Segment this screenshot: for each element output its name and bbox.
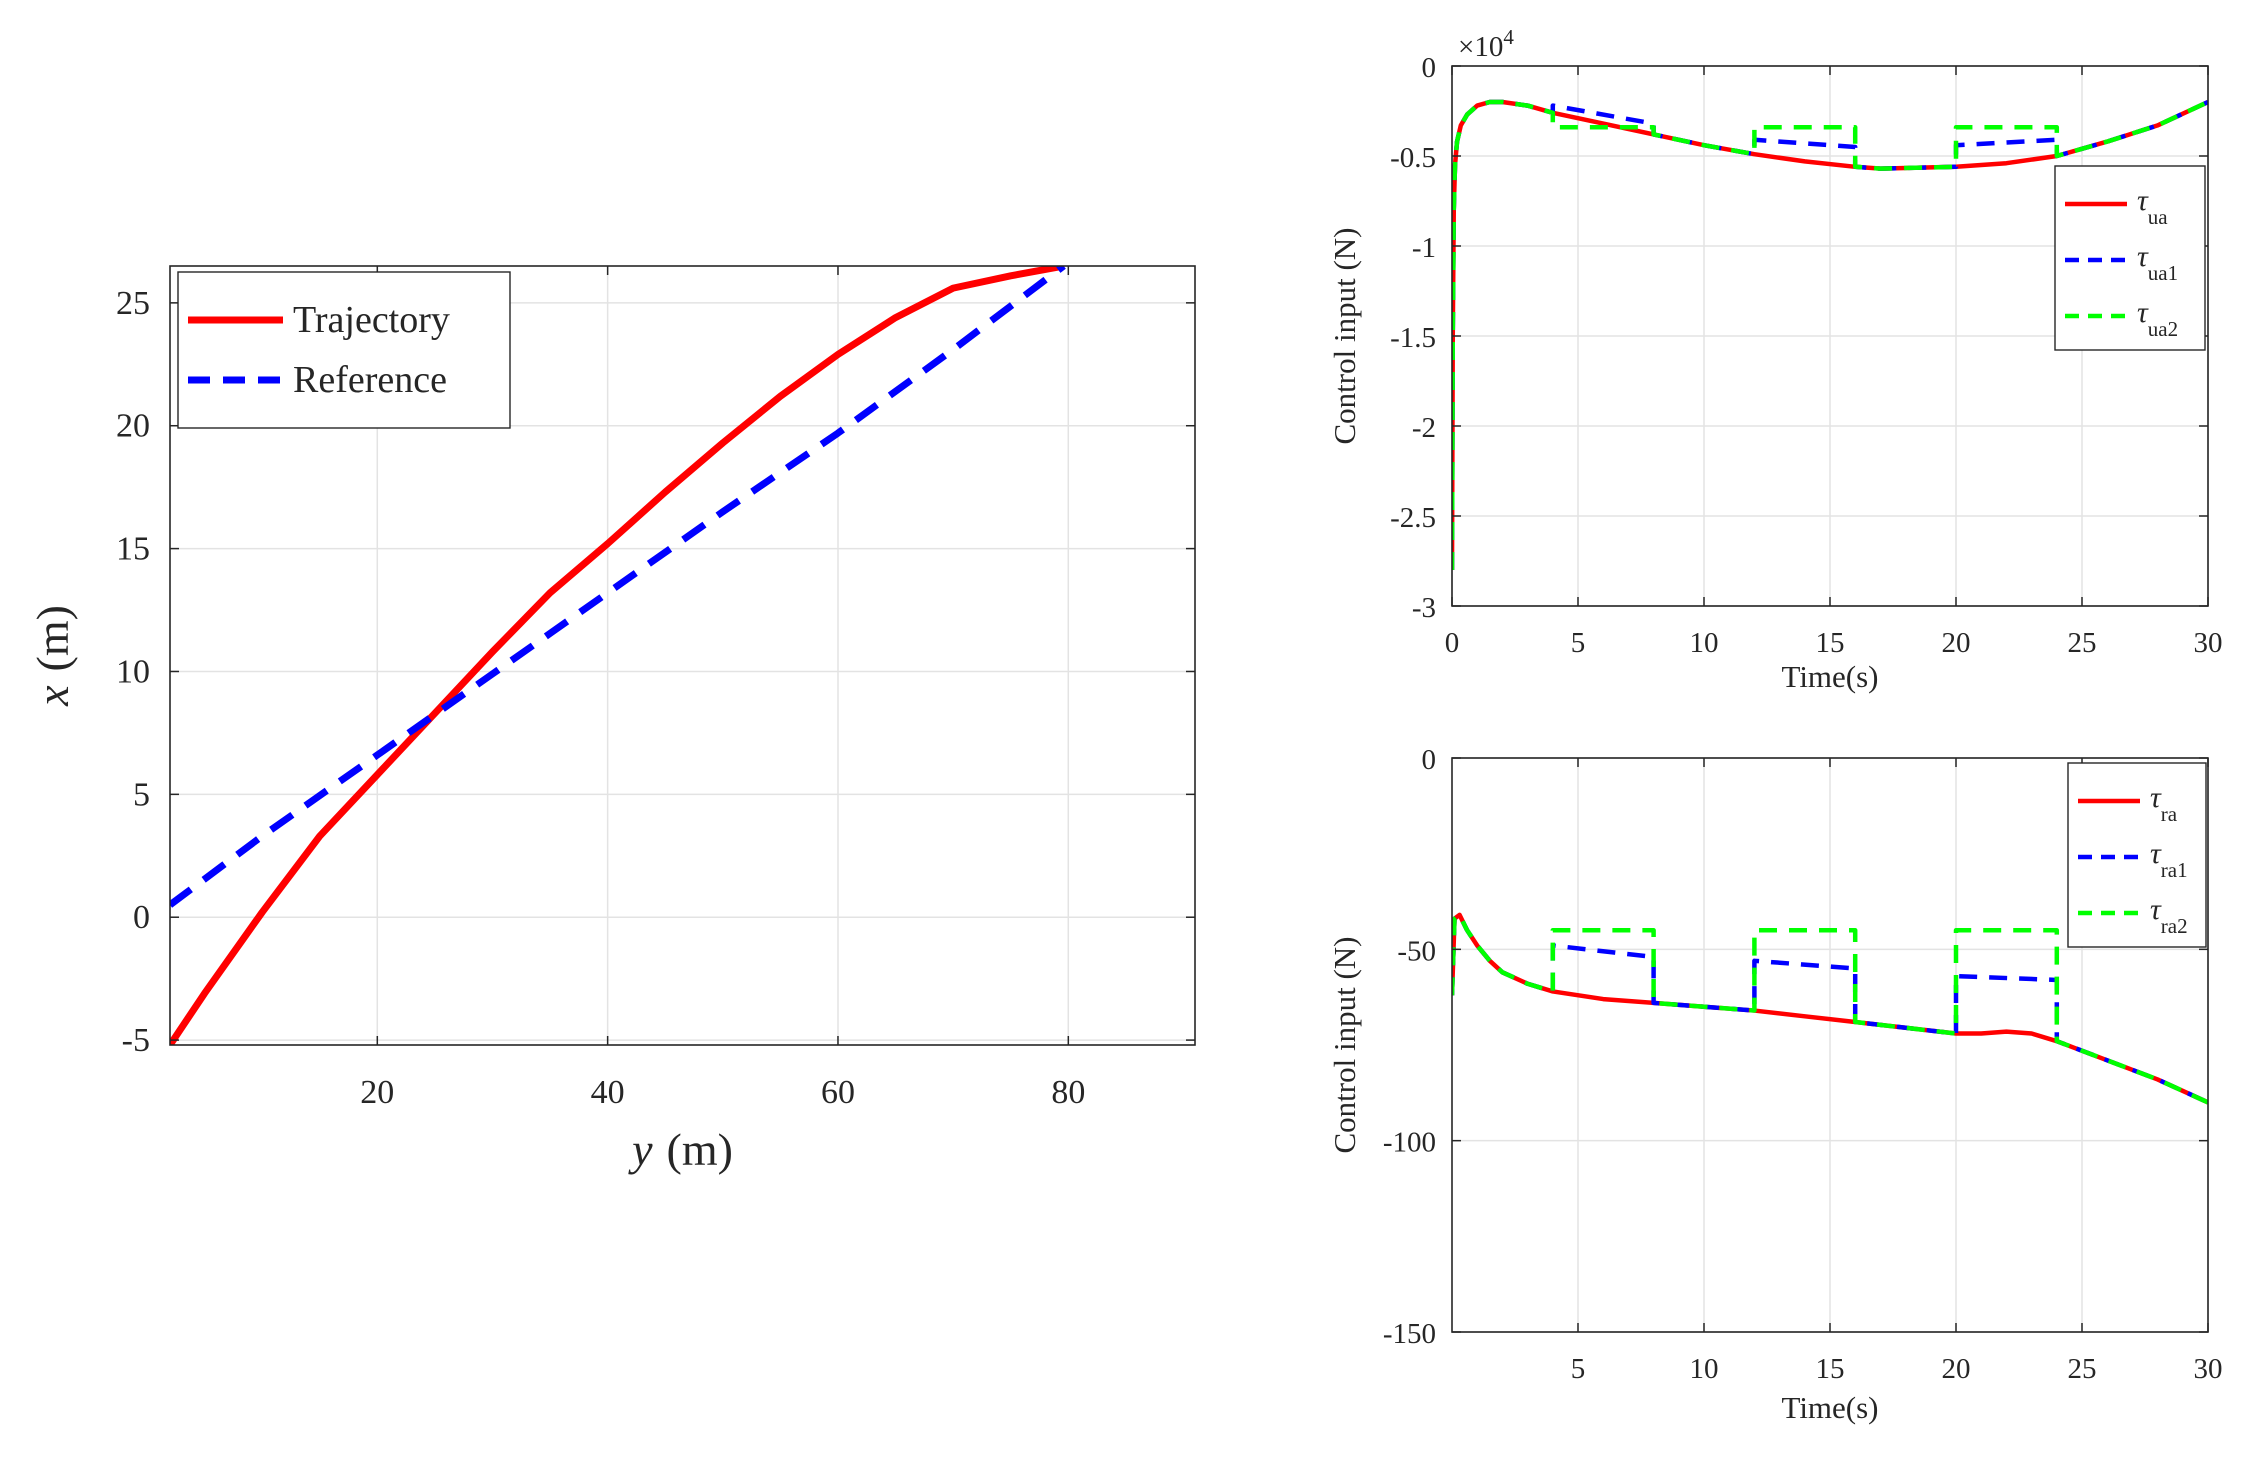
y-tick-label: 0 xyxy=(1422,52,1437,84)
series-line-ra2 xyxy=(1452,912,2208,1105)
legend-label: τua2 xyxy=(2137,296,2178,341)
series-group xyxy=(1452,912,2208,1105)
x-tick-label: 10 xyxy=(1690,1353,1719,1385)
legend-label: τra xyxy=(2150,781,2178,826)
y-tick-label: 20 xyxy=(116,408,150,445)
trajectory-panel: 20 40 60 80 -5 0 5 10 15 20 25 y (m) x(m) Trajectory Re… xyxy=(27,265,1196,1175)
y-tick-label: -2 xyxy=(1412,412,1436,444)
x-tick-label: 30 xyxy=(2194,1353,2223,1385)
axes-frame xyxy=(169,265,1196,1046)
y-tick-label: -1 xyxy=(1412,232,1436,264)
y-tick-label: -5 xyxy=(122,1022,150,1059)
y-tick-label: 0 xyxy=(133,899,150,936)
x-tick-label: 20 xyxy=(1942,627,1971,659)
x-tick-label: 0 xyxy=(1445,627,1460,659)
x-axis-label: Time(s) xyxy=(1781,1390,1878,1425)
y-tick-label: -1.5 xyxy=(1390,322,1436,354)
x-axis-label: y (m) xyxy=(628,1124,733,1175)
x-tick-label: 60 xyxy=(821,1074,855,1111)
x-tick-label: 20 xyxy=(1942,1353,1971,1385)
y-axis-label: Control input (N) xyxy=(1327,228,1362,445)
y-tick-label: -2.5 xyxy=(1390,502,1436,534)
y-tick-label: -0.5 xyxy=(1390,142,1436,174)
legend-label: τra2 xyxy=(2150,893,2188,938)
legend-label: τra1 xyxy=(2150,837,2188,882)
y-tick-label: 0 xyxy=(1422,744,1437,776)
x-tick-label: 20 xyxy=(360,1074,394,1111)
x-tick-label: 30 xyxy=(2194,627,2223,659)
series-line-trajectory xyxy=(170,266,1065,1045)
legend-box xyxy=(177,271,511,429)
series-group xyxy=(1452,99,2208,571)
exponent-label: ×104 xyxy=(1458,25,1514,63)
legend-box xyxy=(2054,165,2206,351)
x-tick-label: 10 xyxy=(1690,627,1719,659)
y-axis-label: x(m) xyxy=(27,605,78,707)
y-axis-label: Control input (N) xyxy=(1327,937,1362,1154)
series-line-ua2 xyxy=(1452,99,2208,571)
legend: τua τua1 τua2 xyxy=(2054,165,2206,351)
x-axis-label: Time(s) xyxy=(1781,659,1878,694)
x-tick-label: 15 xyxy=(1816,627,1845,659)
y-tick-label: -3 xyxy=(1412,592,1436,624)
series-group xyxy=(170,266,1066,1045)
legend-label: τua1 xyxy=(2137,240,2178,285)
x-tick-label: 40 xyxy=(591,1074,625,1111)
y-tick-label: 25 xyxy=(116,285,150,322)
surge-input-panel: 0 5 10 15 20 25 30 0 -0.5 -1 -1.5 -2 -2.5 -3 Time(s) Co… xyxy=(1327,25,2223,694)
yaw-input-panel: 5 10 15 20 25 30 0 -50 -100 -150 Time(s) Control in… xyxy=(1327,744,2223,1425)
x-tick-label: 5 xyxy=(1571,627,1586,659)
legend: τra τra1 τra2 xyxy=(2067,762,2207,948)
x-tick-label: 15 xyxy=(1816,1353,1845,1385)
legend: Trajectory Reference xyxy=(177,271,511,429)
y-tick-label: -150 xyxy=(1383,1318,1436,1350)
x-tick-label: 80 xyxy=(1051,1074,1085,1111)
y-tick-label: -100 xyxy=(1383,1127,1436,1159)
x-tick-label: 5 xyxy=(1571,1353,1586,1385)
y-tick-label: 10 xyxy=(116,653,150,690)
y-tick-label: -50 xyxy=(1397,935,1436,967)
y-tick-label: 15 xyxy=(116,531,150,568)
legend-label: τua xyxy=(2137,184,2168,229)
y-tick-label: 5 xyxy=(133,776,150,813)
legend-label: Reference xyxy=(293,359,447,401)
x-tick-label: 25 xyxy=(2068,627,2097,659)
legend-label: Trajectory xyxy=(293,299,450,341)
x-tick-label: 25 xyxy=(2068,1353,2097,1385)
